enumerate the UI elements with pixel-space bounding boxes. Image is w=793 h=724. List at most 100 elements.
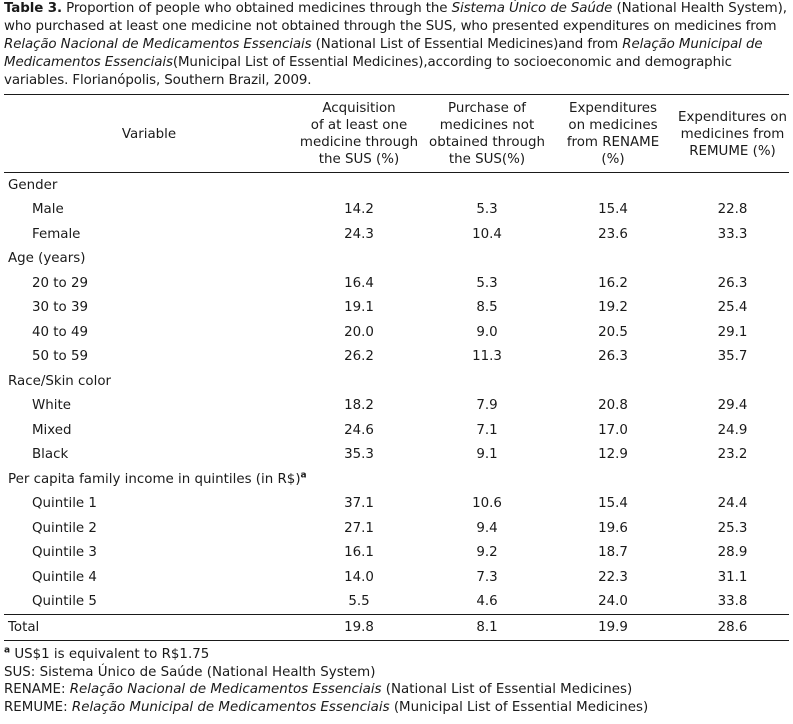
row-value: 22.8	[717, 202, 748, 218]
group-row: Gender	[4, 173, 789, 198]
row-label: 50 to 59	[32, 349, 89, 365]
row-value: 10.6	[472, 496, 502, 512]
group-row: Per capita family income in quintiles (i…	[4, 467, 789, 492]
footnote-rename: RENAME: Relação Nacional de Medicamentos…	[4, 682, 633, 697]
row-label: Mixed	[32, 422, 72, 438]
row-value: 14.0	[344, 569, 374, 585]
row-label: Quintile 3	[32, 545, 97, 561]
row-value: 26.3	[717, 275, 748, 291]
row-value: 25.3	[717, 520, 748, 536]
group-label-cell: Age (years)	[4, 247, 789, 272]
table-row: Black 35.3 9.1 12.9 23.2	[4, 443, 789, 468]
total-value: 19.9	[550, 614, 676, 641]
group-row: Race/Skin color	[4, 369, 789, 394]
row-value: 9.4	[476, 520, 498, 536]
table-row: Female 24.3 10.4 23.6 33.3	[4, 222, 789, 247]
row-value: 27.1	[344, 520, 374, 536]
table-row: Quintile 2 27.1 9.4 19.6 25.3	[4, 516, 789, 541]
table-row: 30 to 39 19.1 8.5 19.2 25.4	[4, 296, 789, 321]
group-label: Gender	[8, 177, 58, 193]
table-row: 20 to 29 16.4 5.3 16.2 26.3	[4, 271, 789, 296]
table-caption: Table 3. Proportion of people who obtain…	[4, 0, 789, 90]
row-label: Quintile 2	[32, 520, 97, 536]
row-value: 17.0	[598, 422, 628, 438]
footnote-remume: REMUME: Relação Municipal de Medicamento…	[4, 699, 649, 715]
row-value: 7.9	[476, 398, 498, 414]
header-remume-expenditures: Expenditures on medicines from REMUME (%…	[678, 109, 787, 159]
caption-text-3: (National List of Essential Medicines)an…	[311, 37, 623, 52]
row-value: 14.2	[344, 202, 374, 218]
row-value: 5.3	[476, 275, 498, 291]
table-row: White 18.2 7.9 20.8 29.4	[4, 394, 789, 419]
row-value: 9.0	[476, 324, 498, 340]
group-row: Age (years)	[4, 247, 789, 272]
row-value: 35.3	[344, 447, 374, 463]
row-value: 24.6	[344, 422, 374, 438]
data-table: Variable Acquisition of at least one med…	[4, 94, 789, 641]
row-label: 30 to 39	[32, 300, 89, 316]
row-value: 16.2	[598, 275, 628, 291]
row-label: Quintile 1	[32, 496, 97, 512]
caption-italic-2: Relação Nacional de Medicamentos Essenci…	[4, 37, 312, 52]
caption-italic-1: Sistema Único de Saúde	[451, 1, 613, 16]
row-label: Black	[32, 447, 69, 463]
total-value: 19.8	[294, 614, 424, 641]
row-value: 18.7	[598, 545, 628, 561]
row-value: 33.8	[717, 594, 748, 610]
row-value: 24.4	[717, 496, 748, 512]
row-value: 29.1	[717, 324, 748, 340]
row-label: White	[32, 398, 71, 414]
row-value: 12.9	[598, 447, 628, 463]
row-value: 24.3	[344, 226, 374, 242]
row-value: 28.9	[717, 545, 748, 561]
row-value: 26.2	[344, 349, 374, 365]
row-value: 19.6	[598, 520, 628, 536]
row-value: 20.0	[344, 324, 374, 340]
row-value: 10.4	[472, 226, 502, 242]
table-row: Mixed 24.6 7.1 17.0 24.9	[4, 418, 789, 443]
row-value: 15.4	[598, 202, 628, 218]
row-value: 8.5	[476, 300, 498, 316]
row-value: 7.1	[476, 422, 498, 438]
caption-italic-3: Relação Municipal de Medicamentos Essenc…	[4, 37, 763, 70]
row-value: 15.4	[598, 496, 628, 512]
row-value: 5.3	[476, 202, 498, 218]
row-value: 29.4	[717, 398, 748, 414]
header-rename-expenditures: Expenditures on medicines from RENAME (%…	[566, 101, 660, 167]
row-value: 18.2	[344, 398, 374, 414]
group-label: Age (years)	[8, 251, 86, 267]
row-value: 23.2	[717, 447, 748, 463]
table-row: Quintile 5 5.5 4.6 24.0 33.8	[4, 590, 789, 615]
row-value: 9.2	[476, 545, 498, 561]
row-value: 16.1	[344, 545, 374, 561]
row-value: 20.5	[598, 324, 628, 340]
row-value: 33.3	[717, 226, 748, 242]
total-value: 28.6	[676, 614, 789, 641]
group-label: Per capita family income in quintiles (i…	[8, 471, 301, 487]
row-value: 11.3	[472, 349, 502, 365]
row-value: 25.4	[717, 300, 748, 316]
caption-text-4: (Municipal List of Essential Medicines),…	[4, 55, 732, 88]
row-value: 22.3	[598, 569, 628, 585]
group-label: Race/Skin color	[8, 373, 112, 389]
table-row: Quintile 3 16.1 9.2 18.7 28.9	[4, 541, 789, 566]
row-value: 31.1	[717, 569, 748, 585]
row-value: 7.3	[476, 569, 498, 585]
group-label-cell: Race/Skin color	[4, 369, 789, 394]
caption-text-1: Proportion of people who obtained medici…	[61, 1, 452, 16]
row-label: Quintile 4	[32, 569, 97, 585]
row-value: 20.8	[598, 398, 628, 414]
row-value: 23.6	[598, 226, 628, 242]
row-value: 19.2	[598, 300, 628, 316]
row-label: 20 to 29	[32, 275, 89, 291]
row-label: 40 to 49	[32, 324, 89, 340]
row-value: 24.0	[598, 594, 628, 610]
row-label: Male	[32, 202, 64, 218]
total-label: Total	[4, 614, 294, 641]
row-value: 24.9	[717, 422, 748, 438]
row-value: 5.5	[348, 594, 370, 610]
table-row: 50 to 59 26.2 11.3 26.3 35.7	[4, 345, 789, 370]
table-row: Quintile 4 14.0 7.3 22.3 31.1	[4, 565, 789, 590]
table-row: 40 to 49 20.0 9.0 20.5 29.1	[4, 320, 789, 345]
row-value: 9.1	[476, 447, 498, 463]
